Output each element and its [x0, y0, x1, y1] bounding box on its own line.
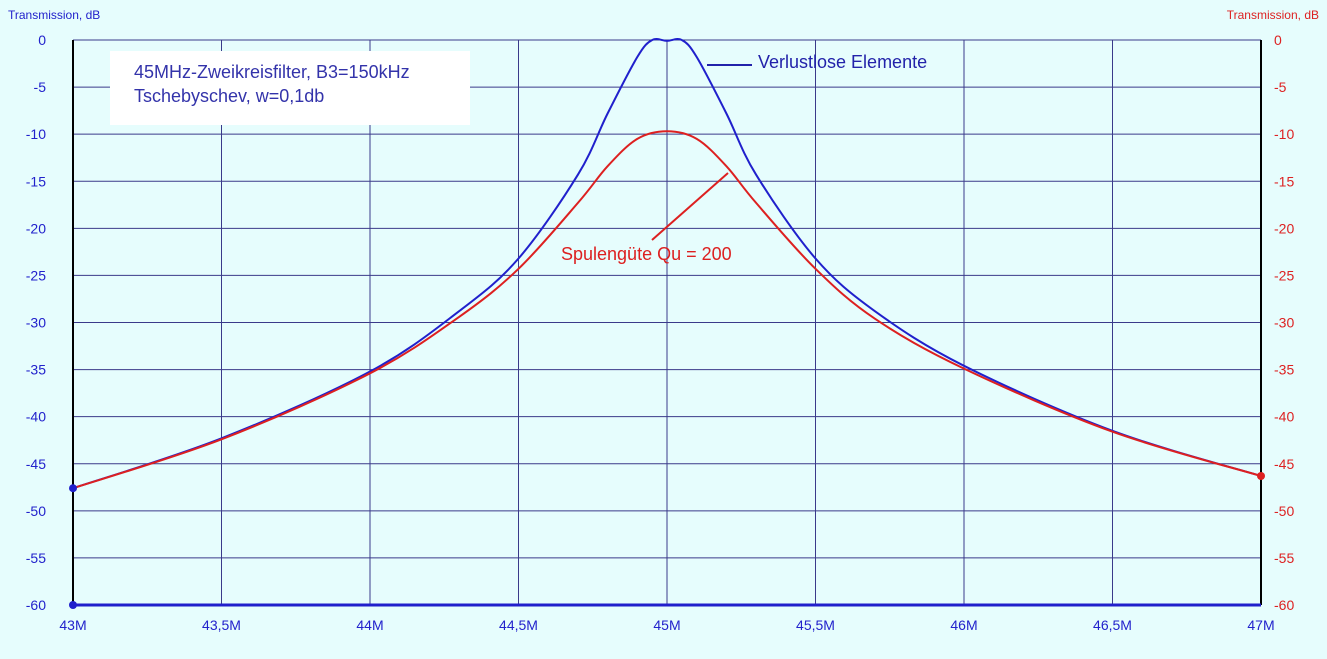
left-axis-title: Transmission, dB [8, 8, 101, 22]
y-tick-label-left: -45 [26, 456, 46, 472]
y-tick-label-left: -20 [26, 220, 46, 236]
x-tick-label: 46M [950, 617, 977, 633]
y-tick-label-right: -15 [1274, 173, 1294, 189]
note-line-2: Tschebyschev, w=0,1db [134, 86, 325, 106]
series-label-q200: Spulengüte Qu = 200 [561, 244, 732, 264]
y-tick-label-left: -40 [26, 409, 46, 425]
y-tick-label-left: -55 [26, 550, 46, 566]
x-tick-label: 44M [356, 617, 383, 633]
series-line-lossless [72, 38, 1262, 490]
x-tick-label: 45M [653, 617, 680, 633]
y-tick-label-right: -25 [1274, 267, 1294, 283]
filter-note-box: 45MHz-Zweikreisfilter, B3=150kHz Tscheby… [110, 51, 470, 125]
y-tick-label-right: -5 [1274, 79, 1287, 95]
left-marker-bottom [69, 601, 77, 609]
y-tick-label-right: 0 [1274, 32, 1282, 48]
series-label-lossless: Verlustlose Elemente [758, 52, 928, 72]
y-tick-label-right: -30 [1274, 315, 1294, 331]
y-tick-label-left: -50 [26, 503, 46, 519]
y-tick-label-right: -20 [1274, 220, 1294, 236]
y-tick-label-right: -50 [1274, 503, 1294, 519]
note-line-1: 45MHz-Zweikreisfilter, B3=150kHz [134, 62, 410, 82]
y-tick-label-left: -5 [34, 79, 47, 95]
y-tick-label-right: -35 [1274, 362, 1294, 378]
y-tick-label-right: -40 [1274, 409, 1294, 425]
y-tick-label-right: -10 [1274, 126, 1294, 142]
x-tick-label: 44,5M [499, 617, 538, 633]
y-tick-label-left: -35 [26, 362, 46, 378]
y-tick-label-left: -30 [26, 315, 46, 331]
series-line-q200 [72, 130, 1262, 490]
y-tick-label-right: -55 [1274, 550, 1294, 566]
y-tick-label-left: -60 [26, 597, 46, 613]
x-tick-label: 46,5M [1093, 617, 1132, 633]
leader-line-q200 [651, 172, 729, 241]
x-tick-label: 43,5M [202, 617, 241, 633]
x-tick-label: 45,5M [796, 617, 835, 633]
right-marker-end [1257, 471, 1265, 480]
y-tick-label-right: -60 [1274, 597, 1294, 613]
y-tick-label-right: -45 [1274, 456, 1294, 472]
y-tick-label-left: -15 [26, 173, 46, 189]
x-tick-label: 43M [59, 617, 86, 633]
y-tick-label-left: 0 [38, 32, 46, 48]
y-tick-label-left: -10 [26, 126, 46, 142]
y-tick-label-left: -25 [26, 267, 46, 283]
left-marker-start [69, 484, 77, 493]
right-axis-title: Transmission, dB [1226, 8, 1319, 22]
x-tick-label: 47M [1247, 617, 1274, 633]
